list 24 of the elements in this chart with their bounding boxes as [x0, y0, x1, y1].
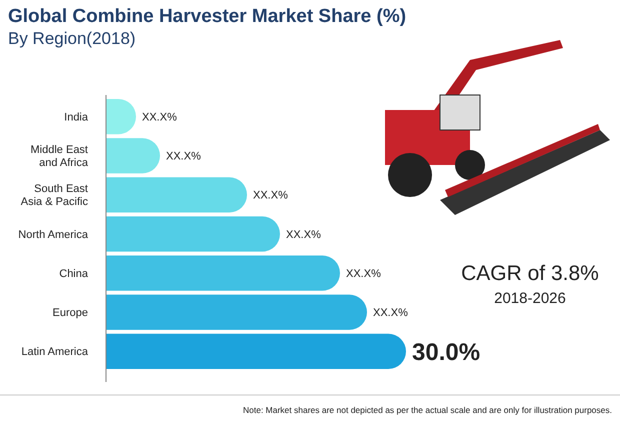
text: 2018-2026	[494, 290, 566, 307]
data-label: XX.X%	[166, 150, 202, 163]
bar	[106, 334, 406, 369]
y-tick-label: Middle East and Africa	[30, 144, 89, 170]
bar	[106, 256, 340, 291]
chart-subtitle: By Region(2018)	[8, 29, 136, 48]
data-label: XX.X%	[346, 268, 382, 280]
data-label: XX.X%	[373, 307, 408, 320]
y-tick-label: South East Asia & Pacific	[20, 183, 88, 208]
text: Note: Market shares are not depicted as per the actual scale and are only for illustration purposes.	[242, 405, 612, 415]
bar	[106, 216, 280, 252]
bar	[106, 294, 367, 330]
chart-title: Global Combine Harvester Market Share (%)	[8, 6, 406, 27]
data-label: 30.0%	[412, 338, 480, 366]
data-label: XX.X%	[286, 228, 322, 241]
data-label: XX.X%	[142, 111, 178, 124]
y-tick-label: North America	[18, 228, 89, 241]
y-tick-label: India	[64, 111, 89, 124]
bar	[106, 177, 247, 212]
y-tick-label: Latin America	[21, 346, 89, 358]
y-tick-label: Europe	[52, 307, 88, 320]
data-label: XX.X%	[253, 190, 288, 202]
text: CAGR of 3.8%	[461, 262, 599, 285]
y-tick-label: China	[59, 268, 89, 280]
